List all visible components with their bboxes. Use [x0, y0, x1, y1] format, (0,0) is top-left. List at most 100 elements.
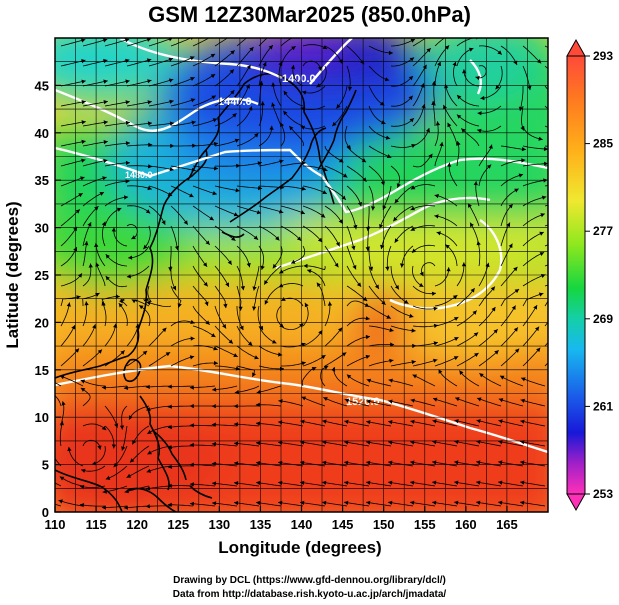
streamline-arrowhead [212, 191, 217, 196]
streamline [192, 205, 215, 221]
streamline-arrowhead [498, 480, 503, 485]
streamline [258, 205, 284, 213]
streamline [214, 205, 239, 217]
streamline-arrowhead [189, 482, 194, 487]
streamline-arrowhead [116, 207, 122, 212]
streamline-arrowhead [223, 303, 228, 309]
streamline [456, 140, 460, 167]
streamline-arrowhead [76, 295, 81, 300]
streamline [432, 461, 458, 467]
streamline [454, 419, 480, 427]
streamline-arrowhead [131, 235, 136, 240]
streamline [104, 59, 130, 67]
streamline-arrowhead [103, 158, 108, 163]
streamline-arrowhead [97, 349, 102, 354]
streamline [454, 440, 480, 447]
streamline [60, 273, 83, 287]
streamline-arrowhead [404, 299, 409, 304]
streamline-arrowhead [366, 440, 371, 445]
streamline-arrowhead [476, 500, 481, 505]
contour-label-1440: 1440.0 [218, 96, 252, 108]
streamline-arrowhead [468, 203, 472, 208]
streamline [412, 374, 436, 387]
streamline-arrowhead [95, 262, 100, 267]
streamline [214, 225, 236, 242]
streamline [500, 45, 518, 66]
streamline [105, 253, 128, 267]
streamline [306, 269, 326, 287]
streamline [421, 262, 436, 277]
streamline-arrowhead [436, 231, 441, 236]
streamline-arrowhead [111, 227, 116, 232]
streamline-arrowhead [454, 480, 459, 485]
streamline [476, 481, 502, 487]
streamline [80, 387, 91, 407]
streamline [388, 400, 414, 407]
colorbar-tick-label: 269 [593, 312, 613, 326]
streamline [170, 165, 196, 171]
streamline-arrowhead [291, 259, 296, 264]
streamline-arrowhead [543, 146, 548, 152]
streamline [368, 125, 391, 139]
streamline-arrowhead [143, 244, 148, 250]
streamline [445, 84, 458, 107]
streamline-arrowhead [79, 503, 85, 508]
streamline-arrowhead [527, 85, 532, 91]
streamline-arrowhead [189, 193, 194, 198]
streamline [544, 165, 548, 167]
streamline-arrowhead [365, 354, 370, 359]
streamline-arrowhead [498, 500, 503, 505]
streamline-arrowhead [101, 505, 106, 510]
streamline-arrowhead [386, 154, 392, 158]
streamline-arrowhead [296, 236, 302, 241]
streamline [104, 323, 117, 347]
streamline [478, 328, 498, 347]
streamline [258, 125, 273, 147]
streamline [498, 501, 524, 507]
streamline [170, 225, 179, 251]
streamline-arrowhead [103, 79, 108, 84]
streamline [82, 101, 108, 107]
streamline [379, 205, 392, 229]
streamline-arrowhead [213, 141, 218, 147]
streamline [148, 205, 166, 225]
streamline [344, 420, 370, 427]
streamline-arrowhead [300, 480, 305, 485]
streamline-arrowhead [256, 389, 262, 394]
streamline-arrowhead [456, 141, 461, 146]
streamline-arrowhead [119, 425, 125, 430]
streamline-arrowhead [520, 398, 525, 403]
streamline-arrowhead [541, 195, 547, 200]
streamline-arrowhead [536, 59, 542, 64]
streamline [192, 325, 216, 338]
streamline-arrowhead [493, 329, 498, 334]
streamline [167, 385, 194, 388]
streamline-arrowhead [457, 95, 462, 100]
streamline [167, 425, 193, 428]
streamline [467, 203, 480, 227]
streamline-arrowhead [307, 269, 312, 274]
streamline [412, 359, 438, 367]
streamline [454, 501, 480, 507]
streamline [146, 465, 172, 473]
streamline-arrowhead [128, 255, 133, 260]
streamline [192, 73, 216, 87]
streamline-arrowhead [75, 209, 80, 214]
streamline-arrowhead [77, 273, 82, 278]
streamline [192, 38, 210, 47]
streamline-arrowhead [381, 120, 386, 125]
streamline-arrowhead [189, 385, 194, 390]
streamline-arrowhead [278, 352, 283, 357]
streamline-arrowhead [291, 46, 296, 51]
streamline [478, 306, 496, 327]
streamline [300, 125, 326, 130]
streamline-arrowhead [323, 167, 328, 172]
streamline [300, 420, 326, 427]
streamline [388, 379, 414, 387]
streamline-arrowhead [300, 440, 305, 445]
streamline [148, 165, 174, 171]
streamline-arrowhead [341, 352, 347, 357]
streamline-arrowhead [125, 79, 130, 84]
streamline-arrowhead [346, 374, 352, 379]
streamline-arrowhead [71, 325, 76, 330]
